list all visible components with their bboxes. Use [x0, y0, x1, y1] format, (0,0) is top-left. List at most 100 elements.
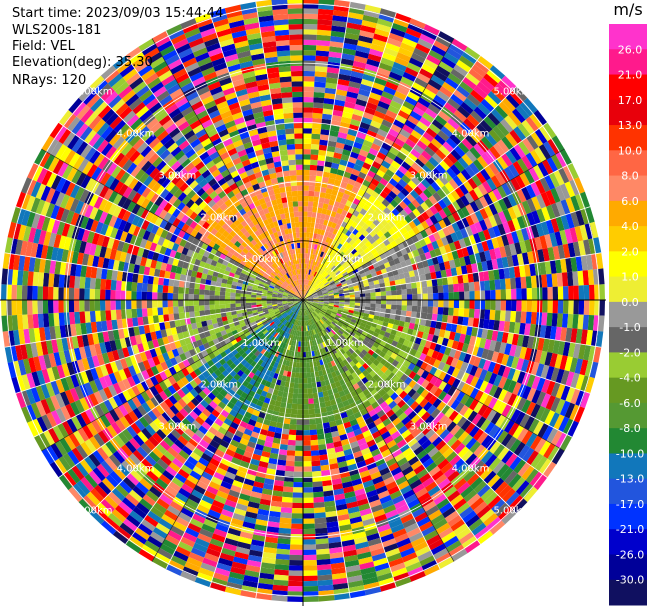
- range-gate: [352, 228, 359, 236]
- range-gate: [317, 313, 323, 319]
- range-gate: [589, 300, 595, 316]
- range-gate: [323, 301, 329, 303]
- range-gate: [465, 437, 477, 450]
- range-gate: [305, 290, 308, 296]
- range-gate: [447, 315, 454, 324]
- range-gate: [502, 221, 511, 234]
- range-gate: [461, 51, 478, 65]
- range-gate: [323, 304, 329, 307]
- range-gate: [507, 393, 518, 407]
- range-gate: [348, 309, 354, 314]
- range-gate: [476, 463, 489, 477]
- range-gate: [391, 295, 397, 300]
- range-gate: [334, 316, 341, 321]
- range-gate: [391, 142, 403, 152]
- range-gate: [328, 302, 335, 305]
- range-gate: [349, 254, 356, 261]
- range-gate: [306, 362, 311, 368]
- range-gate: [481, 152, 493, 166]
- range-gate: [516, 300, 522, 312]
- range-gate: [338, 202, 346, 210]
- range-gate: [310, 307, 314, 312]
- range-gate: [314, 76, 327, 83]
- range-gate: [315, 527, 328, 534]
- range-gate: [345, 278, 352, 284]
- range-gate: [370, 292, 376, 297]
- range-gate: [288, 570, 303, 576]
- range-gate: [303, 3, 319, 9]
- range-gate: [546, 427, 559, 444]
- range-gate: [313, 311, 318, 316]
- range-gate: [564, 356, 573, 372]
- range-gate: [340, 269, 347, 275]
- range-gate: [420, 220, 430, 230]
- range-gate: [464, 165, 476, 178]
- range-gate: [393, 274, 400, 281]
- range-gate: [531, 210, 541, 225]
- range-gate: [311, 133, 321, 140]
- range-gate: [411, 199, 421, 209]
- range-gate: [306, 304, 310, 309]
- range-gate: [303, 596, 319, 602]
- range-gate: [317, 267, 322, 273]
- range-gate: [370, 43, 386, 53]
- range-gate: [318, 0, 335, 5]
- range-gate: [307, 296, 313, 299]
- range-gate: [430, 44, 447, 57]
- range-gate: [402, 196, 412, 206]
- range-gate: [313, 228, 319, 234]
- range-gate: [303, 169, 310, 176]
- range-gate: [314, 186, 321, 192]
- range-gate: [488, 384, 498, 397]
- range-gate: [311, 217, 316, 223]
- range-gate: [390, 329, 398, 336]
- range-gate: [326, 249, 332, 255]
- range-gate: [550, 203, 561, 218]
- range-gate: [322, 203, 329, 210]
- range-gate: [399, 315, 406, 322]
- range-gate: [303, 24, 318, 30]
- range-gate: [376, 230, 384, 238]
- range-gate: [385, 42, 400, 53]
- range-gate: [540, 393, 551, 408]
- range-gate: [355, 159, 365, 167]
- range-gate: [351, 242, 359, 249]
- range-gate: [466, 493, 481, 507]
- range-gate: [338, 164, 347, 172]
- range-gate: [358, 283, 365, 289]
- range-gate: [553, 170, 565, 186]
- range-gate: [313, 297, 319, 299]
- range-gate: [360, 272, 367, 278]
- range-gate: [468, 308, 475, 318]
- range-gate: [327, 325, 333, 331]
- range-gate: [344, 139, 355, 147]
- range-gate: [526, 212, 536, 226]
- range-gate: [303, 237, 307, 243]
- range-gate: [379, 329, 386, 336]
- range-gate: [403, 385, 413, 395]
- range-gate: [549, 260, 557, 274]
- range-gate: [391, 304, 397, 310]
- range-gate: [371, 211, 380, 219]
- range-gate: [438, 145, 451, 157]
- range-gate: [310, 289, 316, 294]
- range-gate: [334, 268, 340, 274]
- range-gate: [340, 181, 348, 189]
- range-gate: [506, 232, 515, 245]
- range-gate: [318, 296, 324, 299]
- range-gate: [464, 300, 470, 309]
- range-gate: [467, 410, 478, 423]
- range-gate: [474, 210, 484, 222]
- range-gate: [501, 234, 510, 247]
- range-gate: [465, 385, 475, 397]
- range-gate: [381, 295, 387, 300]
- range-gate: [415, 395, 425, 405]
- range-gate: [303, 13, 318, 20]
- range-gate: [468, 189, 479, 202]
- range-gate: [421, 150, 432, 161]
- range-gate: [492, 188, 503, 201]
- range-gate: [392, 61, 407, 72]
- range-gate: [327, 277, 333, 282]
- range-gate: [498, 320, 505, 332]
- range-gate: [406, 237, 415, 246]
